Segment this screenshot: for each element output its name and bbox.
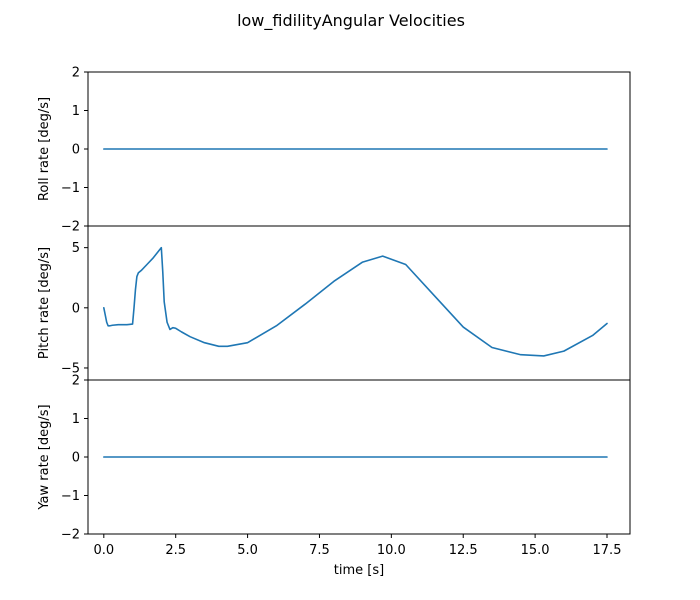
x-tick-label: 5.0 <box>237 543 258 558</box>
yaw-rate-panel: −2 −1 0 1 2 Yaw rate [deg/s] 0.0 2.5 5.0 7.5 10.0 1… <box>37 374 631 558</box>
pitch-y-axis-label: Pitch rate [deg/s] <box>37 247 52 359</box>
x-tick-label: 17.5 <box>593 543 622 558</box>
roll-y-tick-label: 0 <box>72 143 80 158</box>
x-tick-label: 0.0 <box>93 543 114 558</box>
roll-y-axis-label: Roll rate [deg/s] <box>37 97 52 201</box>
yaw-y-tick-label: 0 <box>72 451 80 466</box>
chart-title: low_fidilityAngular Velocities <box>237 11 465 31</box>
x-tick-label: 10.0 <box>377 543 406 558</box>
subplots: −2 −1 0 1 2 Roll rate [deg/s] −5 0 5 Pitch rate [… <box>37 66 631 558</box>
x-tick-label: 12.5 <box>449 543 478 558</box>
pitch-rate-panel: −5 0 5 Pitch rate [deg/s] <box>37 225 631 381</box>
pitch-y-tick-label: 0 <box>72 301 80 316</box>
yaw-y-tick-label: −1 <box>61 489 80 504</box>
x-tick-label: 7.5 <box>309 543 330 558</box>
yaw-y-axis-label: Yaw rate [deg/s] <box>37 404 52 510</box>
roll-y-tick-label: 2 <box>72 66 80 81</box>
yaw-y-tick-label: 2 <box>72 374 80 389</box>
yaw-y-tick-label: 1 <box>72 412 80 427</box>
x-tick-label: 2.5 <box>165 543 186 558</box>
yaw-panel-frame <box>87 379 631 535</box>
roll-y-tick-label: −1 <box>61 181 80 196</box>
yaw-y-tick-label: −2 <box>61 528 80 543</box>
pitch-y-tick-label: 5 <box>72 241 80 256</box>
roll-y-tick-label: 1 <box>72 104 80 119</box>
roll-y-tick-label: −2 <box>61 220 80 235</box>
x-axis-label: time [s] <box>334 563 384 578</box>
pitch-y-tick-label: −5 <box>61 361 80 376</box>
pitch-rate-series-line <box>103 246 608 357</box>
pitch-panel-frame <box>87 225 631 381</box>
roll-rate-panel: −2 −1 0 1 2 Roll rate [deg/s] <box>37 66 631 235</box>
x-tick-label: 15.0 <box>521 543 550 558</box>
